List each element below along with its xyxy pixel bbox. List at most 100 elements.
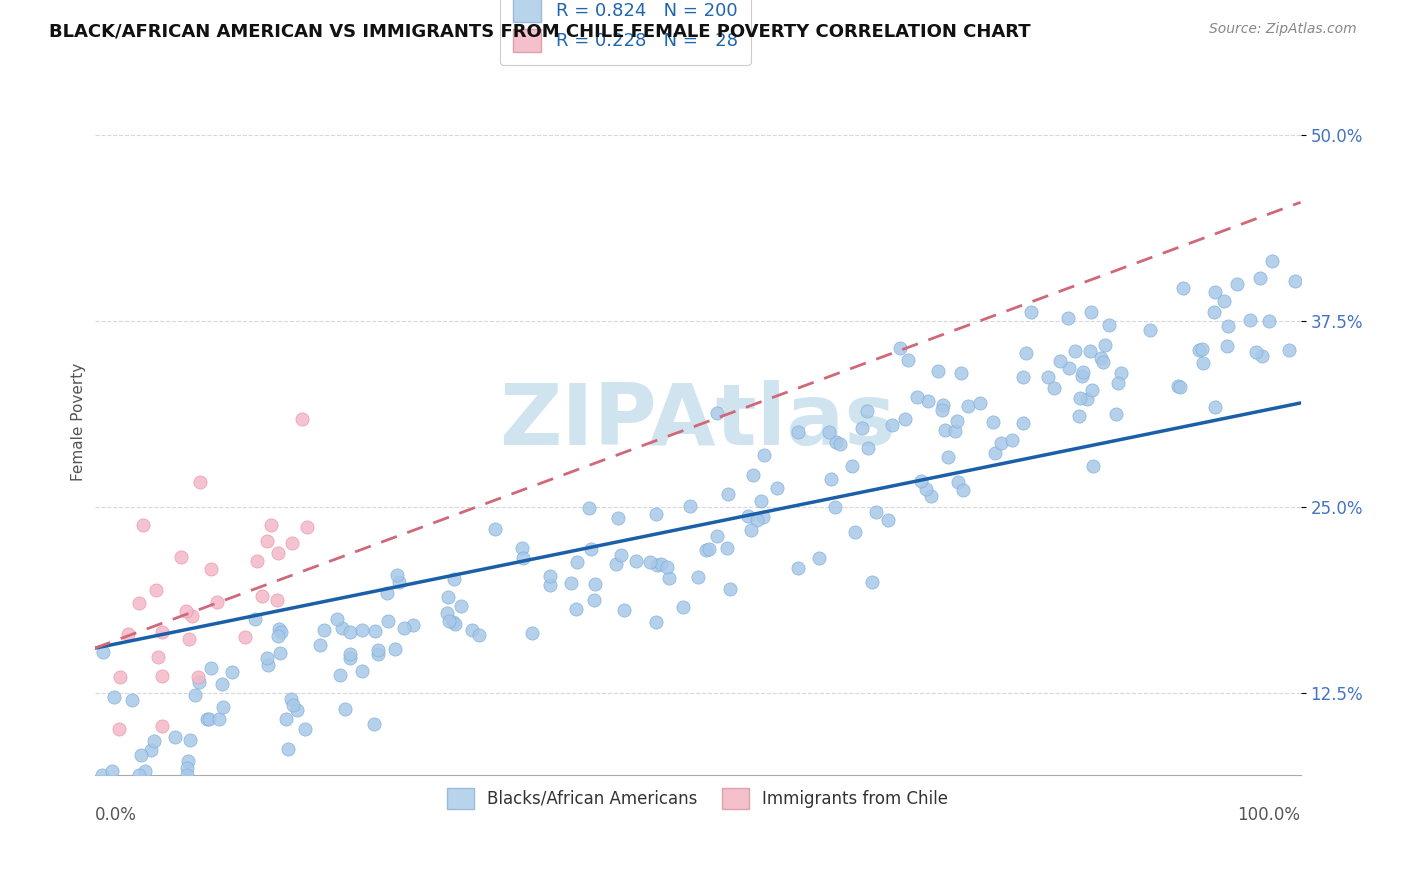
Point	[128, 767, 150, 781]
Point	[956, 399, 979, 413]
Point	[132, 517, 155, 532]
Point	[309, 639, 332, 653]
Point	[538, 568, 561, 582]
Point	[269, 646, 291, 660]
Point	[613, 603, 636, 617]
Point	[181, 609, 204, 624]
Point	[257, 657, 280, 672]
Point	[121, 693, 143, 707]
Point	[484, 522, 506, 536]
Point	[1218, 318, 1240, 333]
Point	[1251, 349, 1274, 363]
Point	[187, 675, 209, 690]
Point	[367, 643, 389, 657]
Point	[1081, 459, 1104, 474]
Point	[367, 647, 389, 661]
Point	[952, 483, 974, 497]
Point	[188, 475, 211, 489]
Point	[339, 647, 361, 661]
Point	[163, 730, 186, 744]
Point	[990, 435, 1012, 450]
Point	[1094, 337, 1116, 351]
Point	[934, 423, 956, 437]
Point	[384, 642, 406, 657]
Point	[910, 474, 932, 488]
Text: Source: ZipAtlas.com: Source: ZipAtlas.com	[1209, 22, 1357, 37]
Point	[176, 767, 198, 781]
Point	[1105, 407, 1128, 421]
Point	[607, 511, 630, 525]
Point	[1204, 285, 1226, 300]
Point	[256, 533, 278, 548]
Point	[1261, 253, 1284, 268]
Point	[200, 660, 222, 674]
Point	[221, 665, 243, 679]
Point	[142, 734, 165, 748]
Point	[364, 624, 387, 638]
Point	[1078, 344, 1101, 359]
Point	[889, 341, 911, 355]
Point	[1171, 280, 1194, 294]
Point	[1081, 383, 1104, 397]
Point	[443, 615, 465, 629]
Point	[197, 712, 219, 726]
Point	[950, 366, 973, 380]
Point	[277, 742, 299, 756]
Point	[579, 542, 602, 557]
Point	[128, 596, 150, 610]
Point	[1064, 343, 1087, 358]
Point	[943, 424, 966, 438]
Point	[672, 599, 695, 614]
Point	[103, 690, 125, 704]
Point	[817, 425, 839, 439]
Point	[645, 615, 668, 629]
Point	[150, 668, 173, 682]
Point	[745, 513, 768, 527]
Point	[329, 668, 352, 682]
Point	[150, 624, 173, 639]
Point	[250, 590, 273, 604]
Point	[787, 561, 810, 575]
Point	[860, 575, 883, 590]
Point	[437, 590, 460, 604]
Point	[932, 398, 955, 412]
Point	[658, 571, 681, 585]
Point	[1278, 343, 1301, 357]
Point	[742, 468, 765, 483]
Point	[512, 541, 534, 555]
Point	[205, 595, 228, 609]
Point	[1249, 270, 1271, 285]
Point	[706, 405, 728, 419]
Point	[460, 623, 482, 637]
Point	[752, 448, 775, 462]
Point	[855, 404, 877, 418]
Point	[1019, 305, 1042, 319]
Point	[695, 543, 717, 558]
Point	[969, 396, 991, 410]
Point	[1098, 318, 1121, 332]
Point	[134, 764, 156, 778]
Point	[915, 482, 938, 496]
Point	[388, 575, 411, 590]
Point	[644, 507, 666, 521]
Point	[91, 645, 114, 659]
Point	[865, 505, 887, 519]
Point	[1057, 360, 1080, 375]
Point	[1191, 343, 1213, 357]
Point	[170, 549, 193, 564]
Point	[377, 614, 399, 628]
Point	[565, 601, 588, 615]
Point	[583, 577, 606, 591]
Point	[402, 618, 425, 632]
Point	[291, 411, 314, 425]
Point	[198, 712, 221, 726]
Point	[1071, 365, 1094, 379]
Point	[187, 670, 209, 684]
Point	[897, 353, 920, 368]
Point	[1213, 294, 1236, 309]
Point	[655, 560, 678, 574]
Point	[330, 621, 353, 635]
Y-axis label: Female Poverty: Female Poverty	[72, 362, 86, 481]
Point	[1012, 416, 1035, 430]
Point	[610, 548, 633, 562]
